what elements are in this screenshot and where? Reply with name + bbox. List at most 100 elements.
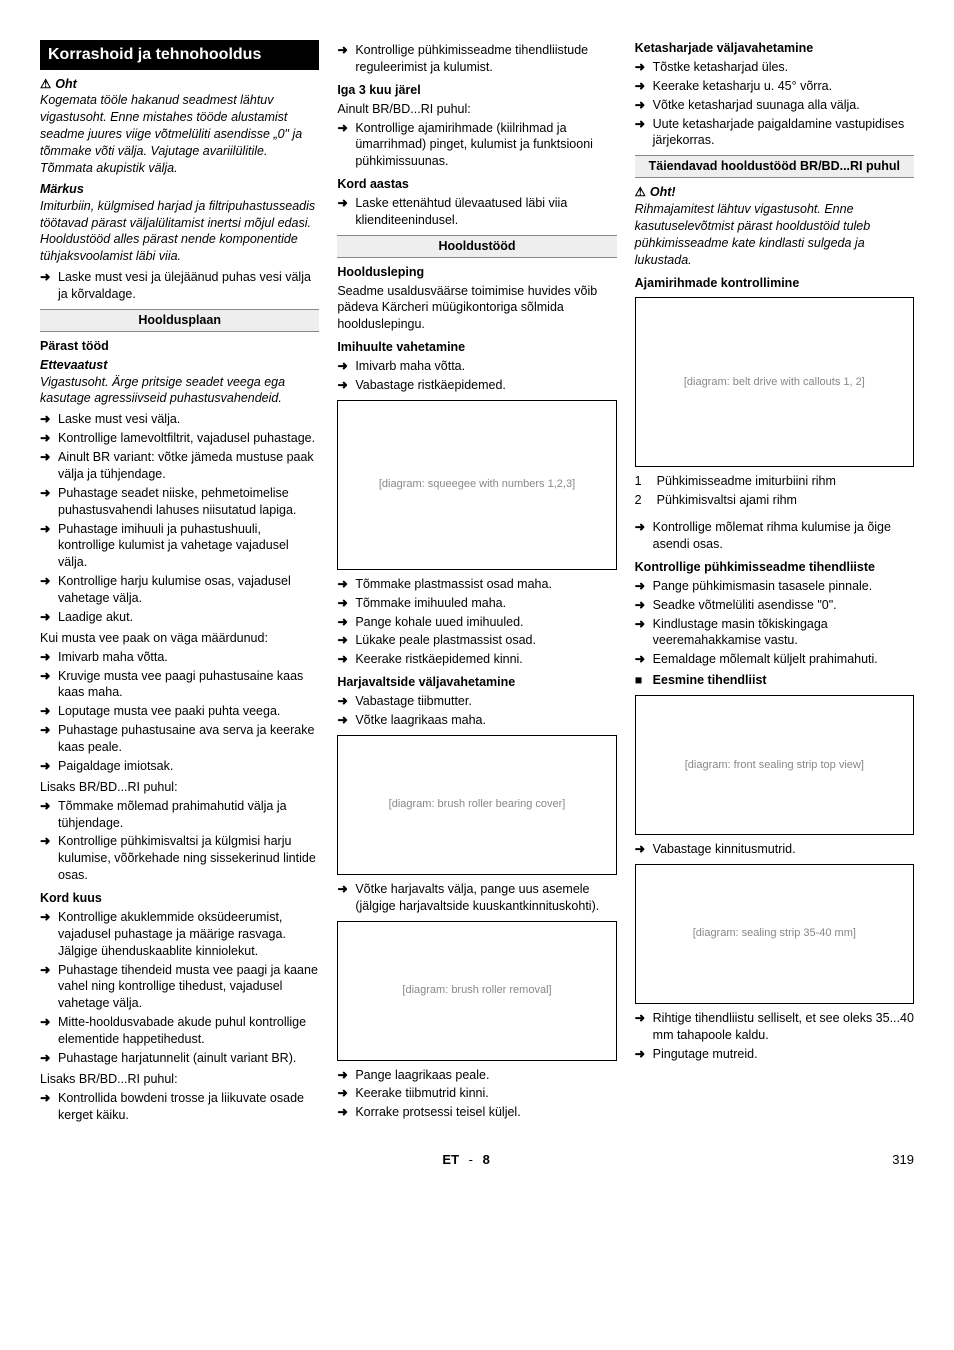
note-text: Imiturbiin, külgmised harjad ja filtripu… xyxy=(40,198,319,266)
list-item: Mitte-hooldusvabade akude puhul kontroll… xyxy=(40,1014,319,1048)
list-item: Imivarb maha võtta. xyxy=(40,649,319,666)
harjavaltside-list1: Vabastage tiibmutter. Võtke laagrikaas m… xyxy=(337,693,616,729)
list-item: Võtke harjavalts välja, pange uus asemel… xyxy=(337,881,616,915)
list-item: Pange pühkimismasin tasasele pinnale. xyxy=(635,578,914,595)
iga3-list: Kontrollige ajamirihmade (kiilrihmad ja … xyxy=(337,120,616,171)
list-item: Kontrollige mõlemat rihma kulumise ja õi… xyxy=(635,519,914,553)
list-item: Imivarb maha võtta. xyxy=(337,358,616,375)
legend-num: 2 xyxy=(635,492,649,509)
kord-kuus-list: Kontrollige akuklemmide oksüdeerumist, v… xyxy=(40,909,319,1067)
list-item: Keerake ristkäepidemed kinni. xyxy=(337,651,616,668)
figure-front-strip: [diagram: front sealing strip top view] xyxy=(635,695,914,835)
heading-imihuulte: Imihuulte vahetamine xyxy=(337,339,616,356)
figure-belt-drive: [diagram: belt drive with callouts 1, 2] xyxy=(635,297,914,467)
footer-lang: ET xyxy=(442,1152,459,1167)
list-item: Paigaldage imiotsak. xyxy=(40,758,319,775)
list-item: Laske must vesi välja. xyxy=(40,411,319,428)
list-item: Vabastage ristkäepidemed. xyxy=(337,377,616,394)
caution-heading: Ettevaatust xyxy=(40,357,319,374)
column-2: Kontrollige pühkimisseadme tihendliistud… xyxy=(337,40,616,1127)
list-item: Puhastage seadet niiske, pehmetoimelise … xyxy=(40,485,319,519)
list-item: Võtke laagrikaas maha. xyxy=(337,712,616,729)
para-lisaks2: Lisaks BR/BD...RI puhul: xyxy=(40,1071,319,1088)
list-item: Vabastage tiibmutter. xyxy=(337,693,616,710)
figure-strip-gap: [diagram: sealing strip 35-40 mm] xyxy=(635,864,914,1004)
figure-bearing-cover: [diagram: brush roller bearing cover] xyxy=(337,735,616,875)
harjavaltside-list3: Pange laagrikaas peale. Keerake tiibmutr… xyxy=(337,1067,616,1122)
list-item: Vabastage kinnitusmutrid. xyxy=(635,841,914,858)
list-item: Korrake protsessi teisel küljel. xyxy=(337,1104,616,1121)
heading-ketas: Ketasharjade väljavahetamine xyxy=(635,40,914,57)
ketas-list: Tõstke ketasharjad üles. Keerake ketasha… xyxy=(635,59,914,149)
fig5-list: Vabastage kinnitusmutrid. xyxy=(635,841,914,858)
figure-squeegee: [diagram: squeegee with numbers 1,2,3] xyxy=(337,400,616,570)
column-1: Korrashoid ja tehnohooldus Oht Kogemata … xyxy=(40,40,319,1127)
footer-page: 8 xyxy=(483,1152,490,1167)
legend-row: 2 Pühkimisvaltsi ajami rihm xyxy=(635,492,914,509)
list-item: Laadige akut. xyxy=(40,609,319,626)
list-item: Seadke võtmelüliti asendisse "0". xyxy=(635,597,914,614)
footer-sep: - xyxy=(469,1152,473,1167)
list-item: Tõmmake mõlemad prahimahutid välja ja tü… xyxy=(40,798,319,832)
kui-musta-list: Imivarb maha võtta. Kruvige musta vee pa… xyxy=(40,649,319,775)
lisaks2-list: Kontrollida bowdeni trosse ja liikuvate … xyxy=(40,1090,319,1124)
danger-text-2: Rihmajamitest lähtuv vigastusoht. Enne k… xyxy=(635,201,914,269)
list-item: Puhastage puhastusaine ava serva ja keer… xyxy=(40,722,319,756)
list-item: Kontrollige pühkimisvaltsi ja külgmisi h… xyxy=(40,833,319,884)
page-columns: Korrashoid ja tehnohooldus Oht Kogemata … xyxy=(40,40,914,1127)
legend-text: Pühkimisseadme imiturbiini rihm xyxy=(657,473,836,490)
para-iga3-sub: Ainult BR/BD...RI puhul: xyxy=(337,101,616,118)
column-3: Ketasharjade väljavahetamine Tõstke keta… xyxy=(635,40,914,1127)
legend-row: 1 Pühkimisseadme imiturbiini rihm xyxy=(635,473,914,490)
ajami-list: Kontrollige mõlemat rihma kulumise ja õi… xyxy=(635,519,914,553)
list-item: Puhastage harjatunnelit (ainult variant … xyxy=(40,1050,319,1067)
para-lisaks1: Lisaks BR/BD...RI puhul: xyxy=(40,779,319,796)
list-item: Eesmine tihendliist xyxy=(635,672,914,689)
list-item: Kontrollige akuklemmide oksüdeerumist, v… xyxy=(40,909,319,960)
list-item: Puhastage imihuuli ja puhastushuuli, kon… xyxy=(40,521,319,572)
heading-hooldusleping: Hooldusleping xyxy=(337,264,616,281)
list-item: Ainult BR variant: võtke jämeda mustuse … xyxy=(40,449,319,483)
note-heading: Märkus xyxy=(40,181,319,198)
fig6-list: Rihtige tihendliistu selliselt, et see o… xyxy=(635,1010,914,1063)
imihuulte-list2: Tõmmake plastmassist osad maha. Tõmmake … xyxy=(337,576,616,668)
footer-page-number: 319 xyxy=(892,1151,914,1169)
kontrollige-list: Pange pühkimismasin tasasele pinnale. Se… xyxy=(635,578,914,668)
lisaks1-list: Tõmmake mõlemad prahimahutid välja ja tü… xyxy=(40,798,319,884)
eesmine-list: Eesmine tihendliist xyxy=(635,672,914,689)
list-item: Rihtige tihendliistu selliselt, et see o… xyxy=(635,1010,914,1044)
legend-num: 1 xyxy=(635,473,649,490)
list-item: Tõmmake plastmassist osad maha. xyxy=(337,576,616,593)
danger-text: Kogemata tööle hakanud seadmest lähtuv v… xyxy=(40,92,319,176)
footer-center: ET - 8 xyxy=(442,1151,489,1169)
list-item: Kontrollige pühkimisseadme tihendliistud… xyxy=(337,42,616,76)
imihuulte-list1: Imivarb maha võtta. Vabastage ristkäepid… xyxy=(337,358,616,394)
legend-text: Pühkimisvaltsi ajami rihm xyxy=(657,492,797,509)
kord-aastas-list: Laske ettenähtud ülevaatused läbi viia k… xyxy=(337,195,616,229)
danger-heading-2: Oht! xyxy=(635,184,914,201)
heading-parast-tood: Pärast tööd xyxy=(40,338,319,355)
list-item: Loputage musta vee paaki puhta veega. xyxy=(40,703,319,720)
section-title-maintenance: Korrashoid ja tehnohooldus xyxy=(40,40,319,70)
list-item: Kontrollige lamevoltfiltrit, vajadusel p… xyxy=(40,430,319,447)
list-item: Kontrollige ajamirihmade (kiilrihmad ja … xyxy=(337,120,616,171)
para-hooldusleping: Seadme usaldusväärse toimimise huvides v… xyxy=(337,283,616,334)
list-item: Kontrollida bowdeni trosse ja liikuvate … xyxy=(40,1090,319,1124)
caution-text: Vigastusoht. Ärge pritsige seadet veega … xyxy=(40,374,319,408)
subhead-taiendavad: Täiendavad hooldustööd BR/BD...RI puhul xyxy=(635,155,914,178)
heading-kontrollige: Kontrollige pühkimisseadme tihendliiste xyxy=(635,559,914,576)
list-item: Tõstke ketasharjad üles. xyxy=(635,59,914,76)
list-item: Pange kohale uued imihuuled. xyxy=(337,614,616,631)
list-item: Eemaldage mõlemalt küljelt prahimahuti. xyxy=(635,651,914,668)
list-item: Pange laagrikaas peale. xyxy=(337,1067,616,1084)
list-item: Puhastage tihendeid musta vee paagi ja k… xyxy=(40,962,319,1013)
list-item: Pingutage mutreid. xyxy=(635,1046,914,1063)
heading-iga3: Iga 3 kuu järel xyxy=(337,82,616,99)
list-item: Võtke ketasharjad suunaga alla välja. xyxy=(635,97,914,114)
list-item: Kindlustage masin tõkiskingaga veeremaha… xyxy=(635,616,914,650)
list-item: Lükake peale plastmassist osad. xyxy=(337,632,616,649)
list-item: Keerake tiibmutrid kinni. xyxy=(337,1085,616,1102)
page-footer: ET - 8 319 xyxy=(40,1151,914,1169)
list-item: Uute ketasharjade paigaldamine vastupidi… xyxy=(635,116,914,150)
list-item: Kontrollige harju kulumise osas, vajadus… xyxy=(40,573,319,607)
